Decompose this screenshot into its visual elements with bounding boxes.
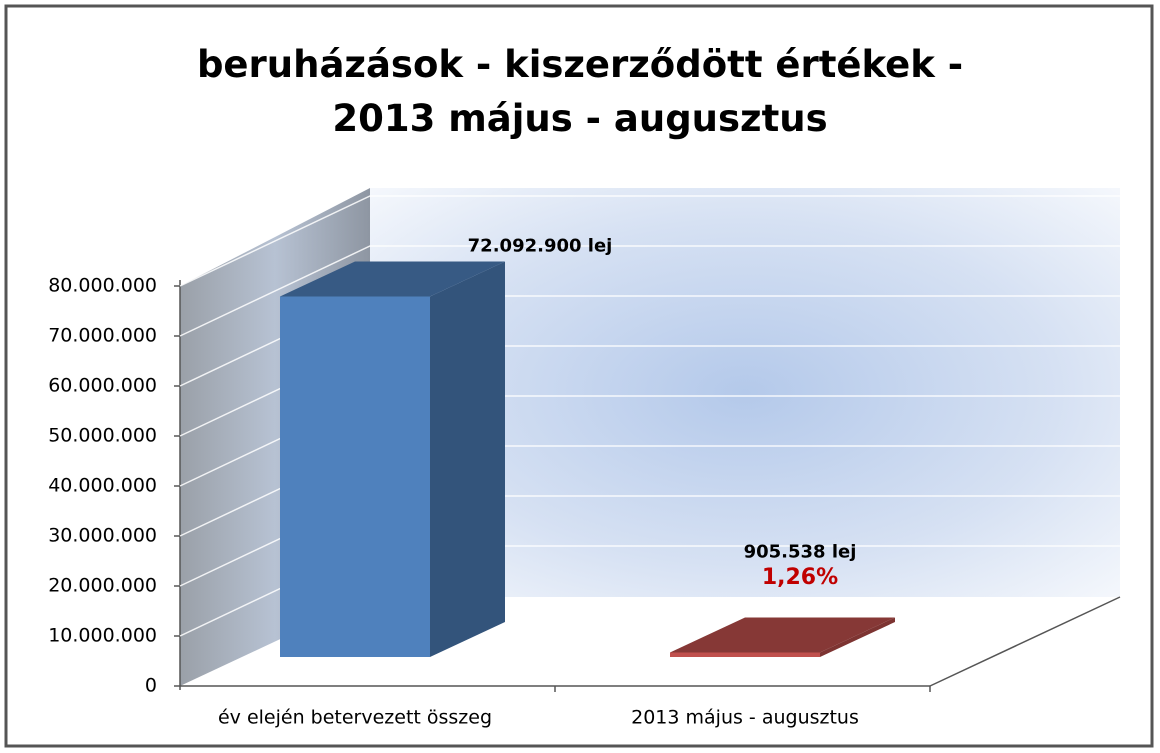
data-label: 905.538 lej bbox=[744, 541, 857, 562]
y-tick-label: 10.000.000 bbox=[48, 625, 157, 647]
chart-title: beruházások - kiszerződött értékek - 201… bbox=[196, 43, 964, 140]
bar-front bbox=[280, 296, 430, 657]
x-tick-label: év elején betervezett összeg bbox=[218, 707, 492, 729]
grid-line bbox=[179, 245, 1120, 337]
bar bbox=[280, 261, 505, 657]
bar-side bbox=[430, 261, 505, 657]
grid-line bbox=[179, 195, 1120, 287]
bar-top bbox=[280, 261, 505, 297]
x-tick-label: 2013 május - augusztus bbox=[631, 707, 859, 729]
bar-front bbox=[670, 652, 820, 657]
y-tick-label: 40.000.000 bbox=[48, 475, 157, 497]
y-tick-label: 20.000.000 bbox=[48, 575, 157, 597]
y-tick-label: 70.000.000 bbox=[48, 325, 157, 347]
y-tick-label: 50.000.000 bbox=[48, 425, 157, 447]
data-label: 72.092.900 lej bbox=[468, 236, 613, 257]
floor-edge bbox=[929, 596, 1121, 687]
y-tick-label: 30.000.000 bbox=[48, 525, 157, 547]
y-tick-label: 80.000.000 bbox=[48, 275, 157, 297]
bar bbox=[670, 617, 895, 657]
annotation: 1,26% bbox=[762, 565, 838, 590]
bar-side bbox=[820, 617, 895, 657]
y-tick-label: 0 bbox=[145, 675, 157, 697]
bar-top bbox=[670, 617, 895, 653]
y-tick-label: 60.000.000 bbox=[48, 375, 157, 397]
back-wall bbox=[370, 188, 1120, 597]
